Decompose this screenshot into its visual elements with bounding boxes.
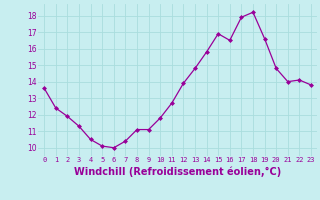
X-axis label: Windchill (Refroidissement éolien,°C): Windchill (Refroidissement éolien,°C) (74, 166, 281, 177)
